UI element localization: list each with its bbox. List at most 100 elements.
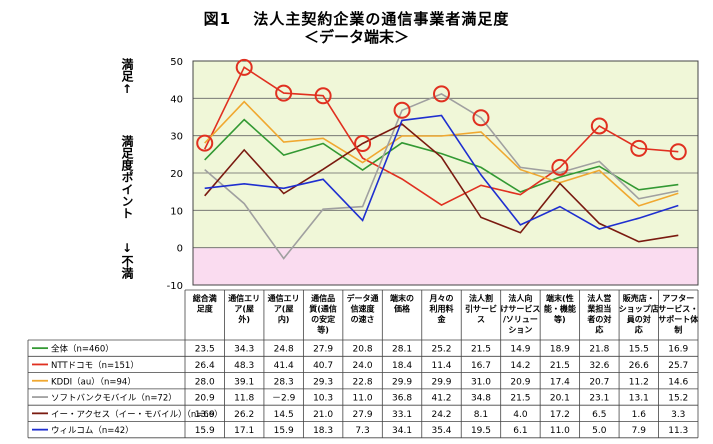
data-value-label: 16.7 — [471, 361, 491, 371]
data-value-label: 24.0 — [353, 361, 373, 371]
data-value-label: 27.9 — [313, 345, 333, 355]
data-value-label: 17.4 — [550, 377, 570, 387]
highlight-marker — [314, 87, 332, 105]
category-label: 法人割引サービス — [465, 293, 497, 324]
category-label: 法人営業担当者の対応 — [586, 293, 611, 335]
data-value-label: 23.1 — [589, 394, 609, 404]
data-value-label: 24.8 — [274, 345, 294, 355]
y-axis-label-top: 満足↑ — [120, 58, 134, 96]
y-tick-label: 40 — [170, 94, 183, 105]
data-value-label: 7.3 — [355, 426, 369, 436]
legend-label: ソフトバンクモバイル（n=72） — [51, 393, 177, 404]
highlight-marker — [472, 109, 490, 127]
data-value-label: 34.8 — [471, 394, 491, 404]
plot-frame — [192, 60, 699, 286]
series-line-1 — [203, 66, 679, 207]
data-value-label: 27.9 — [353, 410, 373, 420]
category-label: 月々の利用料金 — [429, 294, 454, 324]
data-value-label: 35.4 — [431, 426, 451, 436]
category-label: 通信エリア(屋内) — [268, 293, 300, 324]
data-value-label: 14.5 — [274, 410, 294, 420]
category-label: 販売店・ショップ店員の対応 — [619, 293, 659, 335]
data-value-label: 39.1 — [234, 377, 254, 387]
data-value-label: 15.9 — [274, 426, 294, 436]
data-value-label: 14.6 — [668, 377, 688, 387]
data-value-label: 10.3 — [313, 394, 333, 404]
data-value-label: 21.5 — [510, 394, 530, 404]
legend-label: 全体（n=460） — [51, 344, 114, 355]
data-value-label: 18.3 — [313, 426, 333, 436]
data-value-label: 34.1 — [392, 426, 412, 436]
data-value-label: 5.0 — [592, 426, 607, 436]
data-value-label: 11.4 — [431, 361, 451, 371]
category-label: 通信エリア(屋外) — [228, 293, 260, 324]
data-value-label: 26.2 — [234, 410, 254, 420]
legend-label: NTTドコモ（n=151） — [51, 360, 139, 371]
data-value-label: 40.7 — [313, 361, 333, 371]
highlight-marker — [354, 135, 372, 153]
y-axis-label-middle: 満足度ポイント — [120, 135, 134, 219]
data-value-label: 21.8 — [589, 345, 609, 355]
data-value-label: 15.9 — [195, 426, 215, 436]
data-value-label: 6.5 — [592, 410, 606, 420]
data-value-label: 7.9 — [632, 426, 647, 436]
data-value-label: 15.5 — [629, 345, 649, 355]
chart-title: 図1 法人主契約企業の通信事業者満足度 — [203, 10, 510, 28]
data-value-label: 26.4 — [195, 361, 215, 371]
data-value-label: 41.2 — [431, 394, 451, 404]
category-label: データ通信速度の速さ — [347, 293, 379, 324]
data-value-label: 21.5 — [471, 345, 491, 355]
y-tick-label: 50 — [170, 57, 183, 68]
data-value-label: 13.9 — [195, 410, 215, 420]
series-line-5 — [204, 114, 679, 230]
data-value-label: 21.5 — [550, 361, 570, 371]
data-value-label: 41.4 — [274, 361, 294, 371]
data-value-label: 18.4 — [392, 361, 412, 371]
data-value-label: 18.9 — [550, 345, 570, 355]
data-value-label: 17.1 — [234, 426, 254, 436]
y-axis-label-bottom: ↓不満 — [120, 241, 134, 279]
data-value-label: 20.9 — [510, 377, 530, 387]
data-value-label: 26.6 — [629, 361, 649, 371]
data-value-label: 25.2 — [431, 345, 451, 355]
y-tick-label: 0 — [177, 244, 183, 255]
data-value-label: 20.8 — [353, 345, 373, 355]
data-value-label: 22.8 — [353, 377, 373, 387]
category-label: 端末の価格 — [390, 293, 414, 314]
series-line-3 — [204, 93, 679, 260]
data-value-label: 14.9 — [510, 345, 530, 355]
highlight-marker — [235, 58, 253, 76]
data-value-label: 48.3 — [234, 361, 254, 371]
data-value-label: 6.1 — [513, 426, 527, 436]
data-value-label: 23.5 — [195, 345, 215, 355]
plot-band-negative — [193, 247, 698, 285]
data-value-label: 11.2 — [629, 377, 649, 387]
data-value-label: 14.2 — [510, 361, 530, 371]
data-value-label: 8.1 — [474, 410, 488, 420]
legend-label: イー・アクセス（イー・モバイル）（n=66） — [51, 409, 223, 420]
series-line-0 — [204, 118, 679, 193]
data-value-label: 4.0 — [513, 410, 528, 420]
y-tick-label: 30 — [170, 132, 183, 143]
data-value-label: 20.1 — [550, 394, 570, 404]
highlight-marker — [551, 158, 569, 176]
data-value-label: 3.3 — [671, 410, 685, 420]
data-value-label: 1.6 — [632, 410, 647, 420]
data-value-label: 31.0 — [471, 377, 491, 387]
legend-label: KDDI（au）（n=94） — [51, 376, 136, 387]
highlight-marker — [433, 85, 450, 103]
highlight-marker — [590, 117, 608, 135]
category-label: アフターサービス・サポート体制 — [658, 293, 699, 335]
data-value-label: 13.1 — [629, 394, 649, 404]
category-label: 端末(性能・機能等) — [544, 293, 576, 324]
data-value-label: 36.8 — [392, 394, 412, 404]
data-value-label: 15.2 — [668, 394, 688, 404]
series-line-2 — [204, 100, 679, 207]
highlight-marker — [275, 84, 293, 102]
data-value-label: 16.9 — [668, 345, 688, 355]
legend-label: ウィルコム（n=42） — [51, 425, 134, 436]
category-label: 総合満足度 — [193, 293, 217, 314]
category-label: 法人向けサービス/ソリューション — [500, 293, 540, 335]
data-value-label: 19.5 — [471, 426, 491, 436]
